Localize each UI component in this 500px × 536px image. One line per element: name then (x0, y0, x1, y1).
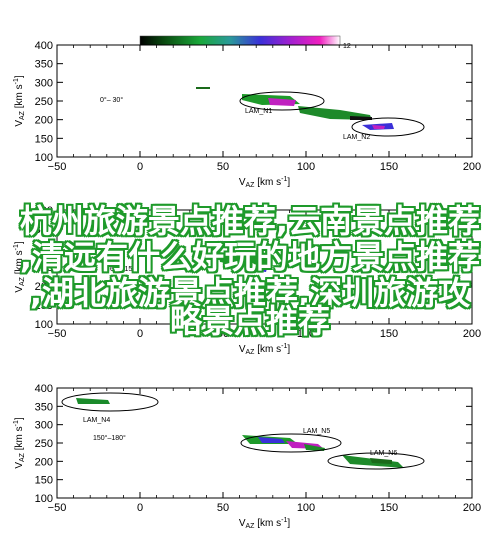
y-tick-label: 200 (35, 456, 53, 468)
y-tick-label: 150 (35, 300, 53, 312)
region-label: LAM_N4 (83, 417, 110, 424)
region-ellipse (239, 91, 325, 111)
x-axis-label: VAZ [km s-1] (239, 176, 291, 189)
y-tick-label: 300 (35, 243, 53, 255)
y-axis-label: VAZ [km s-1] (13, 241, 26, 293)
distribution-patch (372, 125, 385, 129)
overlay-banner-line-4: 略景点推荐 (169, 302, 330, 340)
distribution-patch (76, 398, 110, 404)
x-tick-label: 50 (217, 502, 229, 514)
x-tick-label: 50 (217, 161, 229, 173)
overlay-banner-line-3: ,湖北旅游景点推荐,深圳旅游攻 (29, 274, 471, 312)
region-ellipse (327, 452, 425, 470)
y-tick-label: 200 (35, 115, 53, 127)
y-tick-label: 350 (35, 401, 53, 413)
y-tick-label: 350 (35, 224, 53, 236)
x-tick-label: 50 (217, 328, 229, 340)
y-tick-label: 150 (35, 475, 53, 487)
overlay-banner-line-2: ,清远有什么好玩的地方景点推荐 (19, 238, 481, 276)
panel-middle: −50 0 50 100 150 200 400 350 300 250 200 150 100 60°–… (13, 205, 481, 356)
panel-bottom: −50 0 50 100 150 200 400 350 300 250 200 150 100 LAM_… (13, 383, 481, 530)
x-tick-label: 0 (137, 502, 143, 514)
y-tick-label: 150 (35, 133, 53, 145)
y-axis-label: VAZ [km s-1] (13, 417, 26, 469)
colorbar-max-label: 12 (343, 43, 351, 50)
angle-range-label: 150°–180° (93, 434, 126, 442)
distribution-patch (304, 444, 325, 451)
colorbar (139, 35, 341, 46)
y-tick-label: 100 (35, 319, 53, 331)
region-ellipse (61, 392, 159, 412)
x-tick-label: −50 (48, 328, 67, 340)
region-label: LAM_N2 (343, 134, 370, 141)
overlay-banner-line-1: 杭州旅游景点推荐,云南景点推荐 (19, 202, 481, 240)
x-tick-label: −50 (48, 161, 67, 173)
distribution-patch (370, 458, 392, 464)
x-tick-label: 100 (297, 502, 315, 514)
y-tick-label: 300 (35, 420, 53, 432)
y-axis-label: VAZ [km s-1] (13, 75, 26, 127)
y-tick-label: 100 (35, 493, 53, 505)
y-tick-label: 250 (35, 262, 53, 274)
region-ellipse (351, 117, 425, 137)
distribution-patch (248, 263, 268, 272)
distribution-patch (196, 87, 210, 89)
y-tick-label: 250 (35, 96, 53, 108)
x-tick-label: 200 (463, 161, 481, 173)
panel-top: −50 0 50 100 150 200 400 350 300 250 200 150 100 LAM_… (13, 40, 481, 189)
x-tick-label: 150 (380, 328, 398, 340)
y-tick-label: 100 (35, 152, 53, 164)
x-tick-label: 0 (137, 161, 143, 173)
region-label: LAM_N6 (370, 450, 397, 457)
x-tick-label: −50 (48, 502, 67, 514)
x-tick-label: 0 (137, 328, 143, 340)
x-tick-label: 150 (380, 161, 398, 173)
distribution-patch (258, 437, 285, 443)
y-tick-label: 400 (35, 383, 53, 395)
x-axis-label: VAZ [km s-1] (239, 343, 291, 356)
x-tick-label: 200 (463, 502, 481, 514)
y-tick-label: 200 (35, 281, 53, 293)
y-tick-label: 400 (35, 40, 53, 52)
y-tick-label: 300 (35, 77, 53, 89)
angle-range-label: 0°– 30° (100, 96, 123, 104)
y-tick-label: 250 (35, 438, 53, 450)
region-label: LAM_N1 (245, 108, 272, 115)
distribution-patch (350, 116, 372, 120)
x-tick-label: 200 (463, 328, 481, 340)
x-axis-label: VAZ [km s-1] (239, 517, 291, 530)
y-tick-label: 400 (35, 205, 53, 217)
distribution-patch (268, 98, 296, 106)
angle-range-label: 60°–150° (110, 265, 139, 273)
x-tick-label: 100 (297, 328, 315, 340)
x-tick-label: 150 (380, 502, 398, 514)
region-ellipse (240, 433, 342, 453)
x-tick-label: 100 (297, 161, 315, 173)
y-tick-label: 350 (35, 59, 53, 71)
region-label: LAM_N5 (303, 428, 330, 435)
